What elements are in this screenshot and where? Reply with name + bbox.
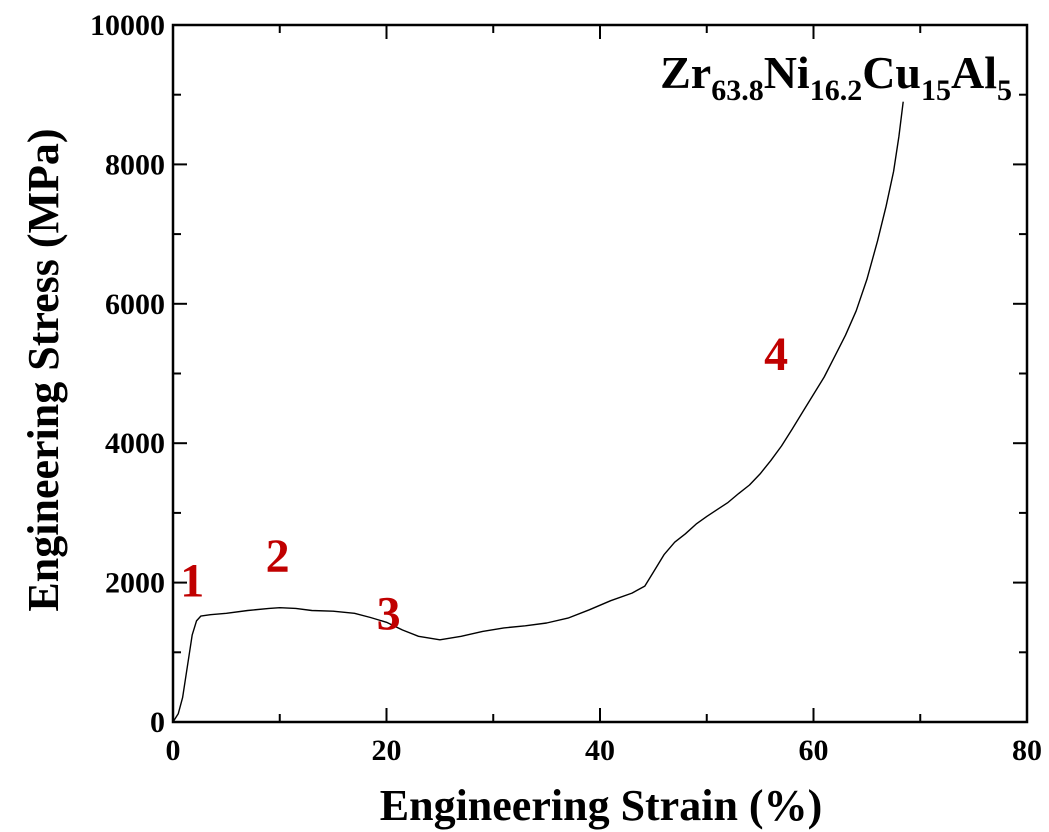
y-tick-label: 6000 bbox=[105, 288, 165, 321]
region-label: 3 bbox=[377, 587, 401, 640]
y-tick-label: 10000 bbox=[90, 9, 165, 42]
plot-frame bbox=[171, 23, 1029, 724]
formula-cu-sub: 15 bbox=[921, 74, 951, 107]
formula-zr: Zr bbox=[660, 47, 711, 98]
region-label: 2 bbox=[266, 530, 290, 583]
formula-cu: Cu bbox=[862, 47, 921, 98]
y-tick-label: 4000 bbox=[105, 427, 165, 460]
y-tick-label: 0 bbox=[150, 706, 165, 739]
formula-al: Al bbox=[951, 47, 997, 98]
y-tick-label: 2000 bbox=[105, 567, 165, 600]
formula-al-sub: 5 bbox=[997, 74, 1012, 107]
formula-zr-sub: 63.8 bbox=[711, 74, 764, 107]
x-tick-label: 80 bbox=[1012, 734, 1042, 767]
formula-ni-sub: 16.2 bbox=[810, 74, 863, 107]
x-tick-label: 40 bbox=[585, 734, 615, 767]
composition-label: Zr63.8Ni16.2Cu15Al5 bbox=[660, 47, 1012, 107]
x-tick-label: 20 bbox=[372, 734, 402, 767]
stress-strain-curve bbox=[172, 101, 904, 723]
plot-layer: 0 20 40 60 80 0 2000 4000 6000 8000 10000 1 2 3 4 bbox=[90, 9, 1042, 767]
region-label: 4 bbox=[764, 328, 788, 381]
region-label: 1 bbox=[180, 555, 204, 608]
formula-ni: Ni bbox=[764, 47, 810, 98]
x-tick-label: 60 bbox=[799, 734, 829, 767]
x-tick-label: 0 bbox=[166, 734, 181, 767]
y-tick-label: 8000 bbox=[105, 148, 165, 181]
y-axis-title: Engineering Stress (MPa) bbox=[19, 128, 68, 611]
x-axis-title: Engineering Strain (%) bbox=[380, 781, 822, 830]
